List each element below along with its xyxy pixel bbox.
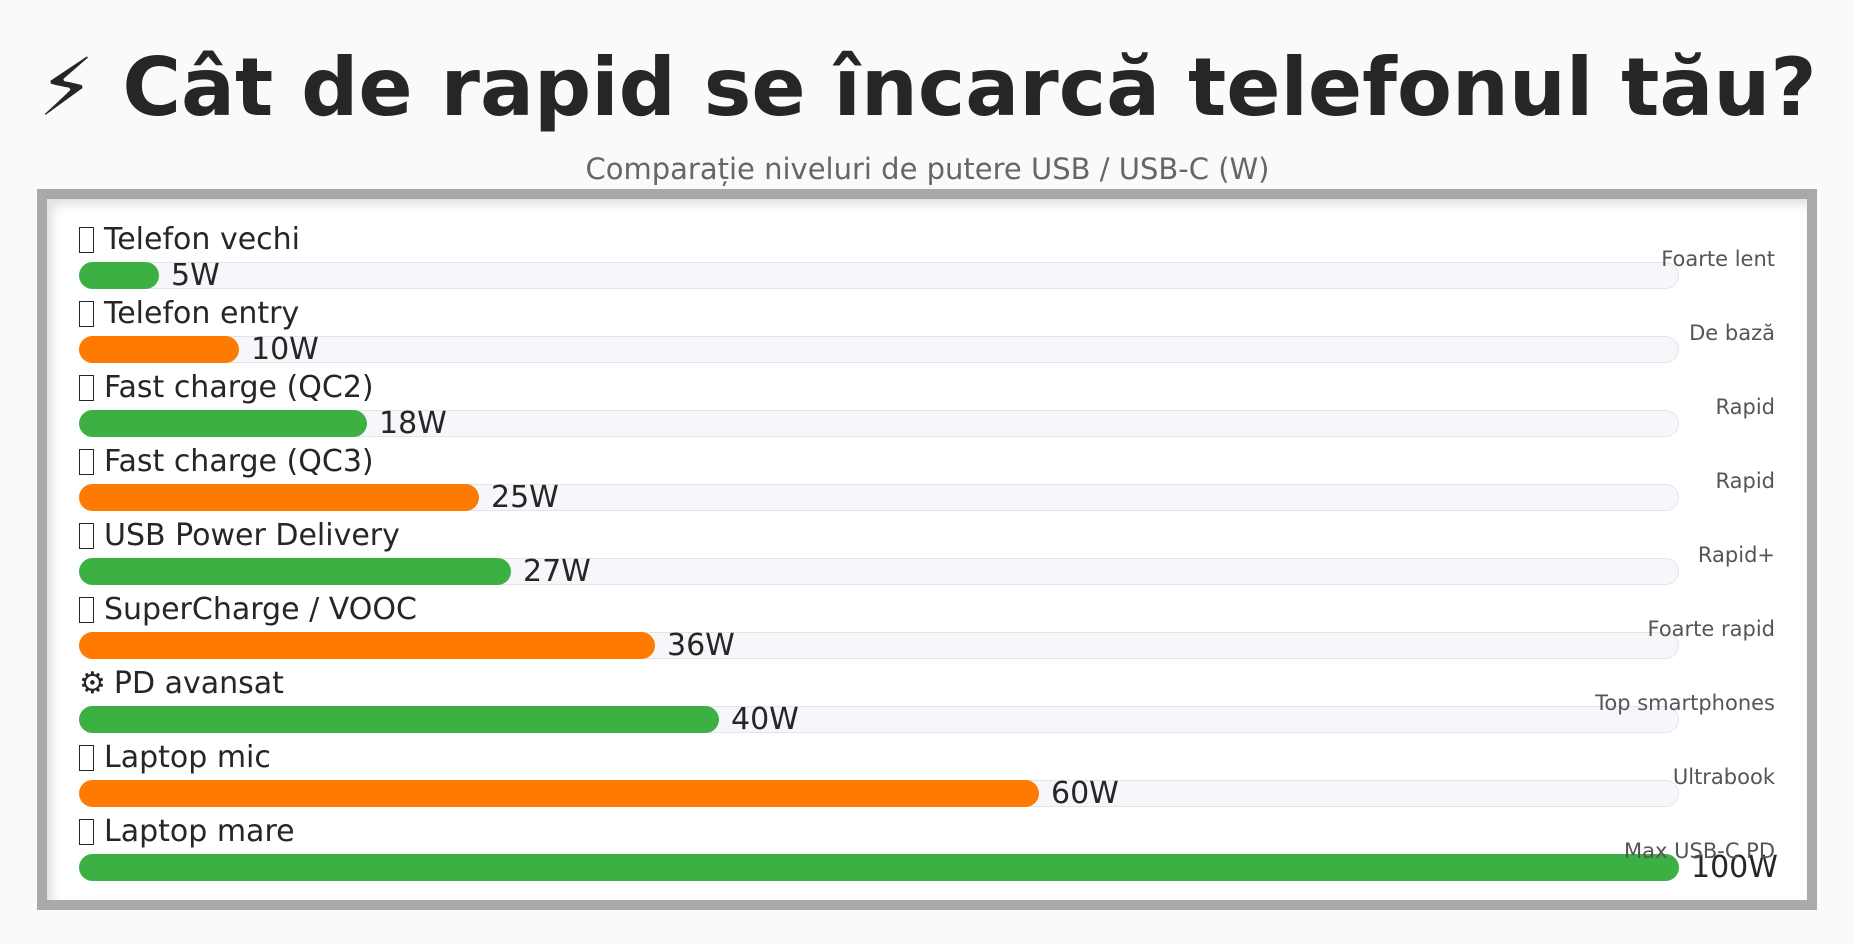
bar-label: ⚙ PD avansat bbox=[79, 666, 284, 702]
bar-label: USB Power Delivery bbox=[79, 518, 400, 554]
page-title: ⚡ Cât de rapid se încarcă telefonul tău? bbox=[38, 41, 1817, 134]
bar-tag: Foarte rapid bbox=[1647, 617, 1775, 641]
bar-track bbox=[79, 262, 1679, 289]
bar-tag: Foarte lent bbox=[1661, 247, 1775, 271]
bar bbox=[79, 336, 239, 363]
bar-value-label: 27W bbox=[523, 554, 591, 589]
bar-label-text: Laptop mare bbox=[104, 814, 295, 849]
bar-tag: Top smartphones bbox=[1595, 691, 1775, 715]
bar-label-text: Fast charge (QC3) bbox=[104, 444, 374, 479]
bar-value-label: 10W bbox=[251, 332, 319, 367]
missing-glyph-icon bbox=[79, 227, 94, 253]
bar-value-label: 60W bbox=[1051, 776, 1119, 811]
bar-label-text: SuperCharge / VOOC bbox=[104, 592, 417, 627]
bar bbox=[79, 484, 479, 511]
bar-label-text: Fast charge (QC2) bbox=[104, 370, 374, 405]
bar-value-label: 25W bbox=[491, 480, 559, 515]
bar-tag: Ultrabook bbox=[1672, 765, 1775, 789]
bar-label: Laptop mare bbox=[79, 814, 295, 850]
missing-glyph-icon bbox=[79, 301, 94, 327]
bar-value-label: 5W bbox=[171, 258, 220, 293]
bar-tag: Rapid bbox=[1715, 395, 1776, 419]
bar-value-label: 100W bbox=[1691, 850, 1778, 885]
bar bbox=[79, 410, 367, 437]
bar-label: Laptop mic bbox=[79, 740, 271, 776]
bar bbox=[79, 706, 719, 733]
bar-value-label: 36W bbox=[667, 628, 735, 663]
bar bbox=[79, 632, 655, 659]
bar bbox=[79, 262, 159, 289]
missing-glyph-icon bbox=[79, 745, 94, 771]
bar-value-label: 40W bbox=[731, 702, 799, 737]
missing-glyph-icon bbox=[79, 819, 94, 845]
bar bbox=[79, 854, 1679, 881]
bar-label: Telefon vechi bbox=[79, 222, 300, 258]
bar-label: Fast charge (QC3) bbox=[79, 444, 374, 480]
missing-glyph-icon bbox=[79, 375, 94, 401]
bar-label: SuperCharge / VOOC bbox=[79, 592, 417, 628]
bar-label-text: Telefon entry bbox=[104, 296, 300, 331]
bar-label-text: Laptop mic bbox=[104, 740, 271, 775]
bar-label: Telefon entry bbox=[79, 296, 299, 332]
bar-label: Fast charge (QC2) bbox=[79, 370, 374, 406]
bar-tag: Rapid bbox=[1715, 469, 1776, 493]
bar-label-text: USB Power Delivery bbox=[104, 518, 400, 553]
missing-glyph-icon bbox=[79, 449, 94, 475]
missing-glyph-icon bbox=[79, 523, 94, 549]
bar-label-text: PD avansat bbox=[113, 666, 284, 701]
bar bbox=[79, 558, 511, 585]
bar-tag: Rapid+ bbox=[1697, 543, 1775, 567]
gear-icon: ⚙ bbox=[79, 666, 106, 701]
bar-tag: Max USB-C PD bbox=[1624, 839, 1775, 863]
missing-glyph-icon bbox=[79, 597, 94, 623]
bar-track bbox=[79, 336, 1679, 363]
bar bbox=[79, 780, 1039, 807]
bar-value-label: 18W bbox=[379, 406, 447, 441]
page-subtitle: Comparație niveluri de putere USB / USB-… bbox=[585, 152, 1270, 186]
bar-tag: De bază bbox=[1689, 321, 1775, 345]
bar-label-text: Telefon vechi bbox=[104, 222, 300, 257]
